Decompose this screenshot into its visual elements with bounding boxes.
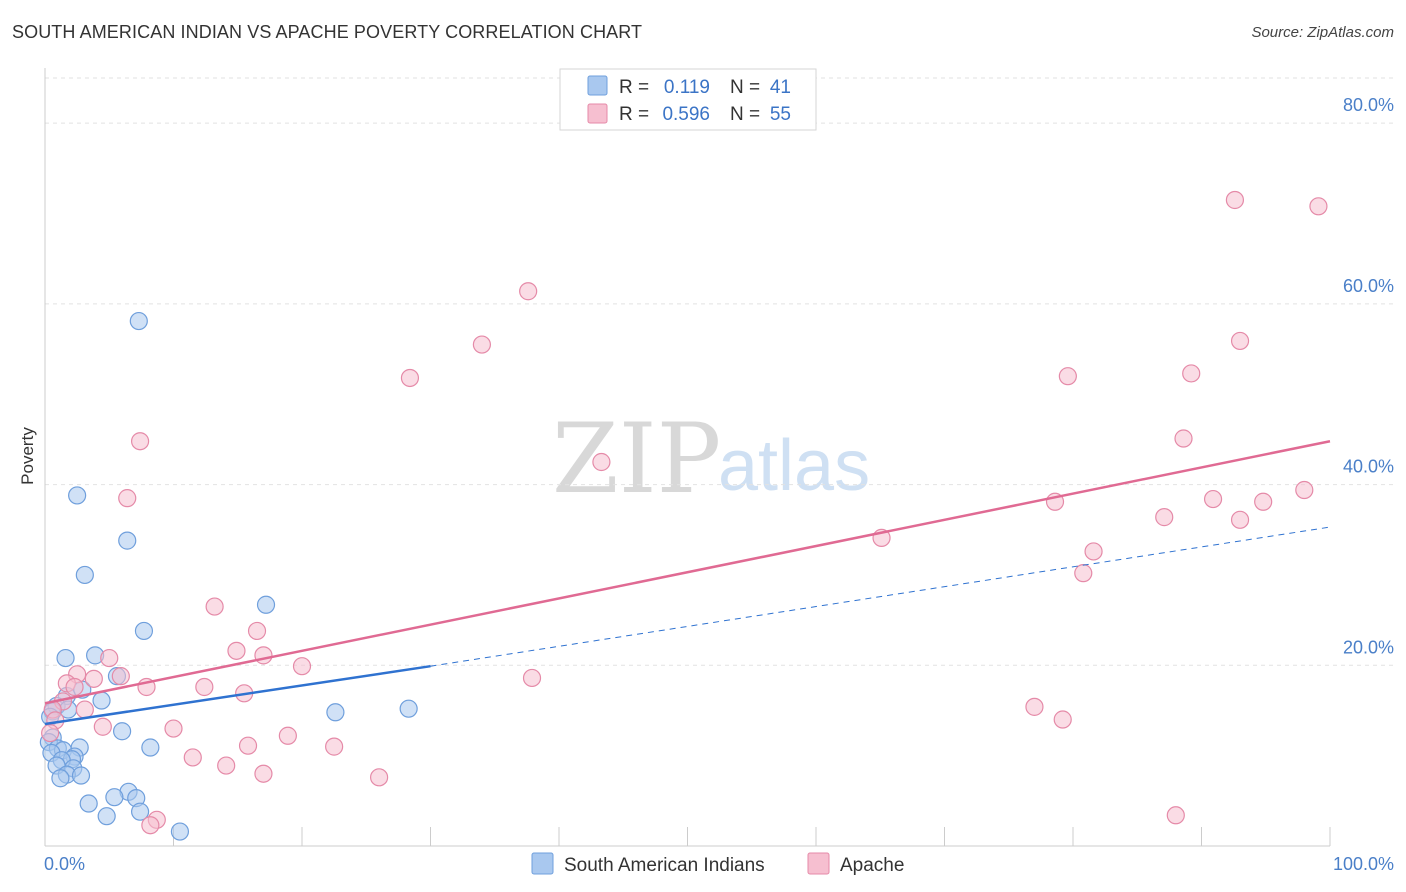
point-apache [1230, 331, 1250, 351]
legend-n-value-0: 41 [770, 77, 791, 98]
point-south-american-indians [71, 766, 91, 785]
point-apache [118, 489, 137, 508]
point-south-american-indians [105, 788, 124, 807]
point-south-american-indians [68, 486, 87, 505]
point-apache [227, 641, 246, 660]
point-south-american-indians [256, 595, 276, 614]
point-apache [1074, 564, 1093, 583]
point-apache [370, 768, 389, 787]
y-axis-title: Poverty [18, 427, 37, 485]
point-apache [1309, 197, 1328, 216]
trend-line-south-american-indians-extension [430, 526, 1331, 667]
chart-source: Source: ZipAtlas.com [1251, 24, 1394, 41]
legend-n-label-1: N = [730, 104, 760, 125]
trend-line-apache [44, 439, 1331, 705]
point-apache [65, 677, 84, 697]
point-apache [278, 726, 297, 745]
point-apache [205, 597, 224, 616]
legend-r-label-1: R = [619, 104, 649, 125]
series-legend-swatch-pink [807, 852, 830, 875]
watermark: ZIP atlas [552, 403, 870, 515]
point-apache [292, 657, 312, 676]
legend-n-label-0: N = [730, 77, 760, 98]
point-south-american-indians [97, 807, 116, 826]
legend-swatch-blue [587, 75, 608, 96]
point-apache [195, 677, 214, 697]
point-apache [1058, 367, 1077, 386]
point-apache [164, 719, 183, 738]
point-apache [183, 748, 202, 767]
x-tick-label-min: 0.0% [44, 854, 85, 874]
point-apache [84, 669, 103, 688]
point-apache [141, 816, 160, 835]
series-legend-label-0: South American Indians [564, 855, 765, 876]
y-tick-label: 40.0% [1343, 457, 1394, 477]
point-south-american-indians [112, 722, 132, 741]
series-legend-swatch-blue [531, 852, 554, 875]
point-apache [519, 282, 538, 301]
point-south-american-indians [56, 648, 75, 668]
legend-r-value-1: 0.596 [662, 104, 710, 125]
point-south-american-indians [130, 802, 150, 821]
point-apache [93, 717, 112, 736]
point-south-american-indians [79, 794, 98, 813]
point-apache [100, 648, 119, 668]
point-south-american-indians [134, 621, 154, 641]
legend-r-value-0: 0.119 [664, 77, 710, 98]
point-apache [325, 737, 344, 756]
point-apache [1225, 190, 1245, 210]
point-apache [400, 368, 420, 388]
point-south-american-indians [399, 699, 418, 718]
series-legend-label-1: Apache [840, 855, 904, 876]
point-apache [1203, 489, 1223, 509]
point-south-american-indians [75, 565, 94, 585]
point-apache [1174, 429, 1193, 448]
legend-r-label-0: R = [619, 77, 649, 98]
point-apache [1166, 806, 1185, 825]
trend-lines [44, 439, 1331, 726]
point-apache [1155, 508, 1174, 527]
point-apache [1295, 480, 1314, 500]
point-apache [254, 764, 273, 783]
point-apache [1254, 492, 1273, 511]
trend-line-south-american-indians [44, 664, 431, 726]
point-apache [130, 432, 150, 451]
point-apache [522, 668, 542, 688]
series-legend: South American Indians Apache [531, 852, 904, 876]
point-apache [41, 723, 60, 743]
point-apache [75, 700, 94, 719]
legend-n-value-1: 55 [770, 104, 791, 125]
point-apache [1084, 542, 1103, 561]
point-apache [1025, 697, 1044, 716]
watermark-zip: ZIP [552, 403, 721, 515]
point-apache [217, 756, 236, 775]
watermark-atlas: atlas [718, 426, 870, 506]
chart-title: SOUTH AMERICAN INDIAN VS APACHE POVERTY … [12, 22, 643, 42]
point-south-american-indians [129, 311, 148, 331]
series-apache [41, 190, 1328, 835]
correlation-legend: R = 0.119 N = 41 R = 0.596 N = 55 [559, 68, 817, 131]
point-apache [247, 621, 267, 641]
point-apache [1230, 510, 1250, 529]
point-south-american-indians [92, 691, 111, 710]
point-south-american-indians [141, 738, 160, 757]
point-south-american-indians [170, 822, 190, 841]
point-apache [254, 646, 273, 665]
point-south-american-indians [118, 531, 137, 550]
y-tick-label: 60.0% [1343, 276, 1394, 296]
x-tick-label-max: 100.0% [1333, 854, 1394, 874]
point-apache [238, 736, 258, 755]
point-south-american-indians [51, 769, 70, 788]
point-apache [592, 452, 611, 472]
point-apache [1182, 364, 1201, 383]
legend-swatch-pink [587, 103, 608, 124]
point-apache [111, 667, 130, 686]
point-apache [472, 335, 491, 354]
y-tick-label: 80.0% [1343, 95, 1394, 115]
point-apache [1053, 710, 1072, 729]
y-tick-label: 20.0% [1343, 637, 1394, 657]
point-south-american-indians [326, 703, 345, 722]
